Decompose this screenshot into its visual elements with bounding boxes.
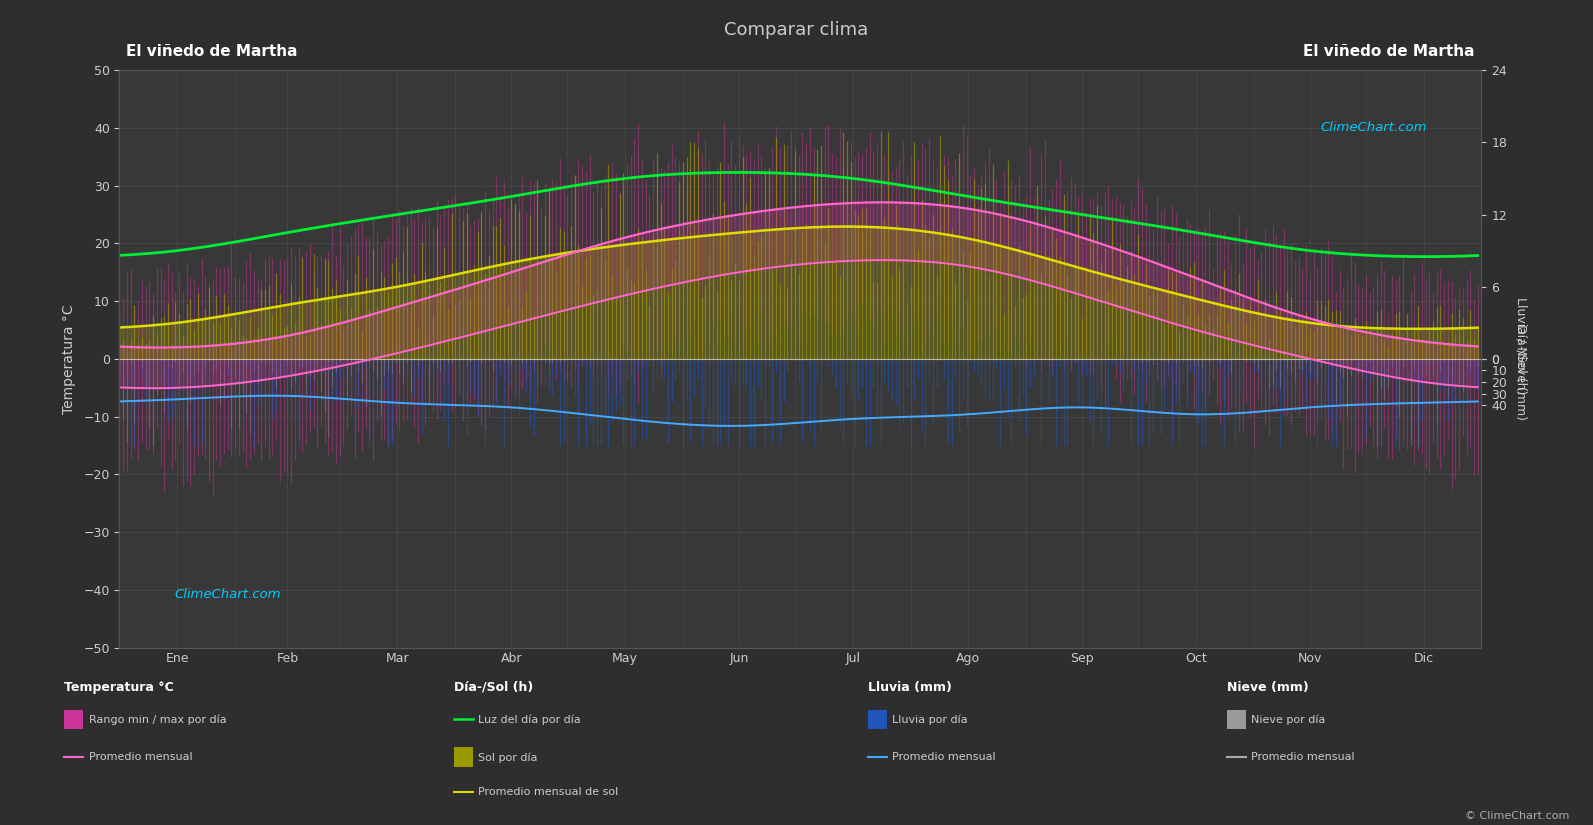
Bar	[1227, 710, 1246, 729]
Text: Sol por día: Sol por día	[478, 752, 537, 762]
Bar	[64, 710, 83, 729]
Text: Lluvia por día: Lluvia por día	[892, 714, 967, 724]
Text: El viñedo de Martha: El viñedo de Martha	[1303, 44, 1475, 59]
Text: Promedio mensual de sol: Promedio mensual de sol	[478, 787, 618, 797]
Text: Comparar clima: Comparar clima	[725, 21, 868, 39]
Text: Día-/Sol (h): Día-/Sol (h)	[454, 681, 534, 694]
Text: El viñedo de Martha: El viñedo de Martha	[126, 44, 298, 59]
Text: ClimeChart.com: ClimeChart.com	[1321, 120, 1427, 134]
Bar	[868, 710, 887, 729]
Text: © ClimeChart.com: © ClimeChart.com	[1464, 811, 1569, 821]
Text: Promedio mensual: Promedio mensual	[89, 752, 193, 762]
Y-axis label: Lluvia / Nieve (mm): Lluvia / Nieve (mm)	[1515, 297, 1528, 421]
Bar	[454, 747, 473, 767]
Text: Nieve (mm): Nieve (mm)	[1227, 681, 1308, 694]
Text: Nieve por día: Nieve por día	[1251, 714, 1325, 724]
Text: Promedio mensual: Promedio mensual	[1251, 752, 1354, 762]
Text: Luz del día por día: Luz del día por día	[478, 714, 581, 724]
Y-axis label: Día-/Sol (h): Día-/Sol (h)	[1515, 323, 1528, 394]
Y-axis label: Temperatura °C: Temperatura °C	[62, 304, 76, 413]
Text: Rango min / max por día: Rango min / max por día	[89, 714, 226, 724]
Text: Promedio mensual: Promedio mensual	[892, 752, 996, 762]
Text: Temperatura °C: Temperatura °C	[64, 681, 174, 694]
Text: Lluvia (mm): Lluvia (mm)	[868, 681, 953, 694]
Text: ClimeChart.com: ClimeChart.com	[174, 588, 280, 601]
